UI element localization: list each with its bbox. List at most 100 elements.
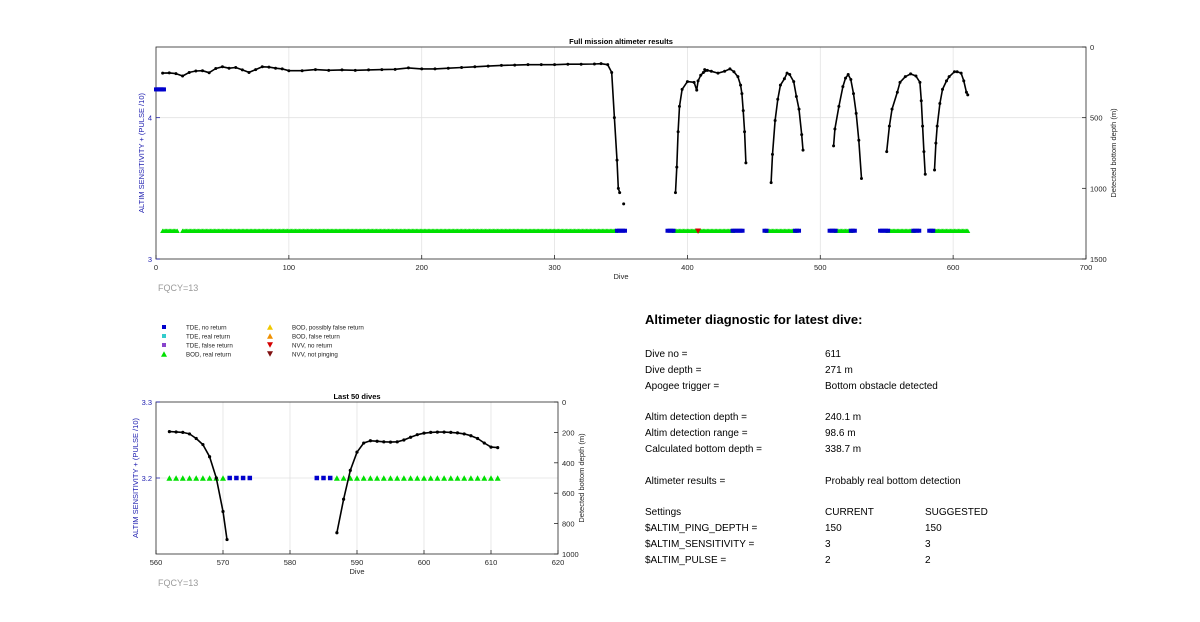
bod-real-return-marker bbox=[199, 475, 206, 481]
depth-point bbox=[420, 67, 424, 71]
depth-point bbox=[422, 431, 426, 435]
tde-no-return-marker bbox=[240, 475, 246, 481]
depth-point bbox=[181, 430, 185, 434]
depth-point bbox=[280, 67, 284, 71]
depth-point bbox=[966, 93, 970, 97]
depth-point bbox=[782, 77, 786, 81]
depth-point bbox=[723, 69, 727, 73]
x-axis-label: Dive bbox=[349, 567, 364, 576]
diag-label-detection-range: Altim detection range = bbox=[645, 428, 748, 439]
tde-no-return-marker bbox=[622, 228, 627, 233]
depth-point bbox=[841, 85, 845, 89]
y-tick-label: 3.3 bbox=[142, 398, 152, 407]
depth-point bbox=[367, 68, 371, 72]
depth-point bbox=[846, 73, 850, 77]
legend-marker bbox=[267, 342, 273, 348]
tde-no-return-marker bbox=[833, 228, 838, 233]
depth-line bbox=[704, 68, 747, 163]
depth-point bbox=[353, 68, 357, 72]
depth-point bbox=[225, 537, 229, 542]
legend-label: BOD, possibly false return bbox=[292, 325, 364, 332]
depth-point bbox=[622, 202, 626, 206]
y-tick-label: 3 bbox=[148, 255, 152, 264]
depth-point bbox=[923, 172, 927, 176]
setting-suggested-sensitivity: 3 bbox=[925, 539, 931, 550]
bod-real-return-marker bbox=[387, 475, 394, 481]
x-tick-label: 590 bbox=[351, 558, 364, 567]
bod-real-return-marker bbox=[407, 475, 414, 481]
x-tick-label: 570 bbox=[217, 558, 230, 567]
bod-real-return-marker bbox=[414, 475, 421, 481]
depth-point bbox=[616, 186, 620, 190]
depth-point bbox=[732, 70, 736, 74]
depth-point bbox=[473, 65, 477, 69]
depth-point bbox=[921, 124, 925, 128]
depth-point bbox=[922, 150, 926, 154]
depth-point bbox=[703, 68, 707, 72]
depth-point bbox=[938, 102, 942, 106]
depth-point bbox=[208, 455, 212, 459]
tde-no-return-marker bbox=[227, 475, 232, 481]
bod-real-return-marker bbox=[174, 228, 180, 233]
depth-point bbox=[895, 90, 899, 94]
depth-point bbox=[355, 450, 359, 454]
depth-point bbox=[599, 62, 603, 66]
depth-point bbox=[335, 531, 339, 535]
setting-suggested-ping-depth: 150 bbox=[925, 523, 942, 534]
depth-point bbox=[442, 430, 446, 434]
depth-point bbox=[695, 88, 699, 92]
depth-point bbox=[792, 80, 796, 84]
bod-real-return-marker bbox=[193, 475, 200, 481]
legend-marker bbox=[161, 351, 167, 357]
depth-point bbox=[342, 497, 346, 501]
setting-current-sensitivity: 3 bbox=[825, 539, 831, 550]
depth-point bbox=[837, 104, 841, 108]
depth-point bbox=[919, 99, 923, 103]
depth-point bbox=[699, 73, 703, 77]
depth-point bbox=[267, 65, 271, 69]
setting-label-sensitivity: $ALTIM_SENSITIVITY = bbox=[645, 539, 755, 550]
depth-point bbox=[716, 71, 720, 75]
setting-current-ping-depth: 150 bbox=[825, 523, 842, 534]
legend-label: NVV, no return bbox=[292, 343, 333, 350]
bod-real-return-marker bbox=[467, 475, 474, 481]
chart-title: Last 50 dives bbox=[333, 392, 380, 401]
nvv-no-return-marker bbox=[695, 228, 702, 234]
bod-real-return-marker bbox=[454, 475, 461, 481]
y2-tick-label: 0 bbox=[562, 398, 566, 407]
legend-label: TDE, false return bbox=[186, 343, 233, 350]
tde-no-return-marker bbox=[797, 228, 802, 233]
x-tick-label: 300 bbox=[548, 263, 561, 272]
diag-value-bottom-depth: 338.7 m bbox=[825, 444, 862, 455]
depth-point bbox=[402, 438, 406, 442]
setting-suggested-pulse: 2 bbox=[925, 555, 931, 566]
depth-point bbox=[393, 67, 397, 71]
depth-point bbox=[455, 431, 460, 435]
depth-point bbox=[740, 92, 744, 96]
depth-point bbox=[187, 432, 192, 436]
bod-real-return-marker bbox=[380, 475, 387, 481]
depth-point bbox=[918, 80, 922, 84]
depth-point bbox=[566, 62, 570, 66]
y2-tick-label: 1000 bbox=[1090, 184, 1107, 193]
legend-marker bbox=[267, 324, 273, 330]
depth-point bbox=[933, 168, 937, 172]
depth-point bbox=[240, 68, 244, 72]
depth-point bbox=[788, 73, 792, 77]
depth-line bbox=[336, 431, 498, 533]
bod-real-return-marker bbox=[333, 475, 340, 481]
depth-point bbox=[914, 74, 918, 78]
depth-point bbox=[313, 68, 317, 72]
depth-line bbox=[885, 73, 926, 175]
depth-point bbox=[859, 176, 863, 180]
last-50-dives-plot: 560 570 580 590 600 610 620 3.2 3.3 0 200 400 600 800… bbox=[131, 392, 586, 588]
depth-point bbox=[945, 79, 948, 83]
legend-marker bbox=[267, 351, 273, 357]
depth-point bbox=[852, 92, 855, 96]
depth-point bbox=[327, 68, 331, 72]
depth-series bbox=[161, 62, 970, 206]
depth-point bbox=[260, 65, 264, 69]
tde-no-return-marker bbox=[917, 228, 922, 233]
depth-point bbox=[247, 70, 251, 74]
